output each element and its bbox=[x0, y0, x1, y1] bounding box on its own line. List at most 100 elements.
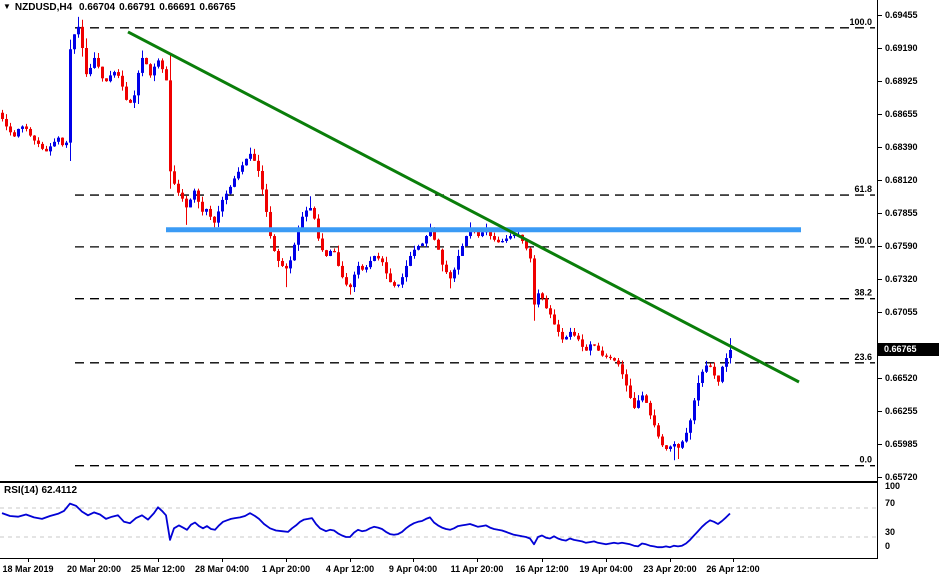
candle-body bbox=[241, 165, 244, 172]
candle-body bbox=[429, 231, 432, 237]
price-axis[interactable]: 0.69455 0.69190 0.68925 0.68655 0.68390 0.681… bbox=[877, 0, 939, 559]
candle-body bbox=[557, 324, 560, 332]
price-axis-tick bbox=[878, 180, 882, 181]
time-axis-tick bbox=[542, 559, 543, 562]
candle-body bbox=[189, 199, 192, 208]
time-axis-label: 1 Apr 20:00 bbox=[261, 564, 311, 574]
candle-body bbox=[65, 142, 68, 146]
candle-body bbox=[201, 201, 204, 212]
candle-body bbox=[281, 260, 284, 266]
candle-body bbox=[49, 146, 52, 152]
candle-body bbox=[625, 374, 628, 386]
current-price-value: 0.66765 bbox=[884, 344, 917, 355]
symbol-dropdown-icon: ▼ bbox=[3, 2, 11, 11]
candle-body bbox=[581, 339, 584, 347]
candle-body bbox=[97, 57, 100, 67]
time-axis-label: 28 Mar 04:00 bbox=[194, 564, 250, 574]
candle-body bbox=[541, 293, 544, 299]
price-chart-pane[interactable]: 100.0 61.8 50.0 38.2 23.6 0.0 ▼ NZDUSD,H4 0.66… bbox=[0, 0, 877, 483]
candle-body bbox=[549, 308, 552, 315]
candle-body bbox=[641, 395, 644, 401]
price-axis-tick bbox=[878, 213, 882, 214]
price-axis-label: 0.68925 bbox=[885, 76, 918, 86]
price-axis-label: 0.68390 bbox=[885, 142, 918, 152]
rsi-canvas[interactable] bbox=[0, 483, 877, 558]
candle-body bbox=[293, 244, 296, 261]
candle-body bbox=[613, 358, 616, 361]
candle-body bbox=[697, 382, 700, 401]
candle-body bbox=[465, 236, 468, 246]
candle-body bbox=[401, 277, 404, 285]
candle-body bbox=[649, 402, 652, 416]
candle-body bbox=[261, 170, 264, 190]
candle-body bbox=[421, 243, 424, 246]
candle-body bbox=[29, 128, 32, 136]
candle-body bbox=[157, 60, 160, 67]
candle-body bbox=[169, 80, 172, 172]
candle-body bbox=[685, 432, 688, 442]
candle-body bbox=[629, 385, 632, 398]
candle-body bbox=[305, 210, 308, 217]
candle-body bbox=[13, 132, 16, 137]
candle-body bbox=[449, 272, 452, 279]
candle-body bbox=[709, 365, 712, 367]
price-axis-label: 0.65720 bbox=[885, 472, 918, 482]
candle-body bbox=[589, 344, 592, 351]
candle-body bbox=[717, 375, 720, 382]
candle-body bbox=[469, 229, 472, 237]
rsi-indicator-pane[interactable]: RSI(14) 62.4112 bbox=[0, 483, 877, 559]
candle-body bbox=[701, 371, 704, 383]
candle-body bbox=[121, 75, 124, 87]
candle-body bbox=[297, 229, 300, 245]
price-chart-canvas[interactable]: 100.0 61.8 50.0 38.2 23.6 0.0 bbox=[0, 0, 877, 481]
candle-body bbox=[561, 331, 564, 340]
price-axis-label: 0.69190 bbox=[885, 43, 918, 53]
candle-body bbox=[397, 284, 400, 286]
price-axis-label: 0.68120 bbox=[885, 175, 918, 185]
candle-body bbox=[277, 250, 280, 261]
candle-body bbox=[137, 72, 140, 96]
candle-body bbox=[321, 238, 324, 251]
candle-body bbox=[85, 48, 88, 75]
candle-body bbox=[425, 236, 428, 244]
candle-body bbox=[377, 255, 380, 259]
price-axis-tick bbox=[878, 81, 882, 82]
candle-body bbox=[529, 248, 532, 259]
candle-body bbox=[705, 365, 708, 372]
candle-body bbox=[33, 135, 36, 141]
candle-body bbox=[245, 158, 248, 166]
price-axis-tick bbox=[878, 246, 882, 247]
candle-body bbox=[221, 199, 224, 212]
candles bbox=[1, 16, 732, 461]
candle-body bbox=[21, 126, 24, 129]
rsi-scale-label: 0 bbox=[885, 541, 891, 551]
candle-body bbox=[161, 60, 164, 70]
candle-body bbox=[677, 444, 680, 448]
candle-body bbox=[381, 258, 384, 263]
time-axis[interactable]: 18 Mar 2019 20 Mar 20:00 25 Mar 12:00 28 Ma… bbox=[0, 559, 939, 584]
candle-body bbox=[269, 211, 272, 237]
fib-level-label: 38.2 bbox=[854, 288, 872, 298]
time-axis-label: 16 Apr 12:00 bbox=[515, 564, 569, 574]
price-axis-tick bbox=[878, 378, 882, 379]
candle-body bbox=[125, 86, 128, 100]
time-axis-tick bbox=[413, 559, 414, 562]
candle-body bbox=[349, 284, 352, 288]
price-axis-label: 0.65985 bbox=[885, 439, 918, 449]
rsi-scale-label: 100 bbox=[885, 481, 901, 491]
candle-body bbox=[153, 66, 156, 76]
candle-body bbox=[689, 420, 692, 433]
candle-body bbox=[569, 331, 572, 337]
time-axis-label: 19 Apr 04:00 bbox=[579, 564, 633, 574]
candle-body bbox=[141, 57, 144, 73]
descending-trendline[interactable] bbox=[127, 30, 800, 384]
candle-body bbox=[653, 415, 656, 426]
candle-body bbox=[337, 252, 340, 266]
time-axis-tick bbox=[158, 559, 159, 562]
candle-body bbox=[389, 273, 392, 283]
time-axis-label: 23 Apr 20:00 bbox=[643, 564, 697, 574]
candle-body bbox=[553, 314, 556, 325]
time-axis-tick bbox=[94, 559, 95, 562]
time-axis-label: 18 Mar 2019 bbox=[2, 564, 54, 574]
price-axis-label: 0.67855 bbox=[885, 208, 918, 218]
